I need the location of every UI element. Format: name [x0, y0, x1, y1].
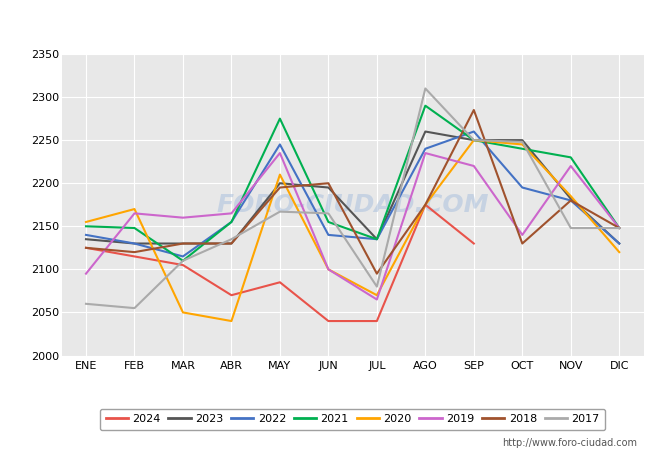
- Text: Afiliados en Aceuchal a 30/9/2024: Afiliados en Aceuchal a 30/9/2024: [184, 14, 466, 33]
- Text: http://www.foro-ciudad.com: http://www.foro-ciudad.com: [502, 438, 637, 448]
- Text: FORO-CIUDAD.COM: FORO-CIUDAD.COM: [216, 193, 489, 217]
- Legend: 2024, 2023, 2022, 2021, 2020, 2019, 2018, 2017: 2024, 2023, 2022, 2021, 2020, 2019, 2018…: [100, 409, 605, 430]
